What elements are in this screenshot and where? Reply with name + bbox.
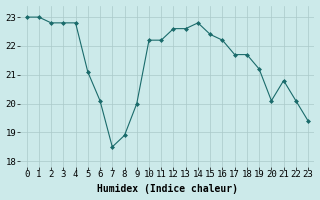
X-axis label: Humidex (Indice chaleur): Humidex (Indice chaleur) [97,184,238,194]
